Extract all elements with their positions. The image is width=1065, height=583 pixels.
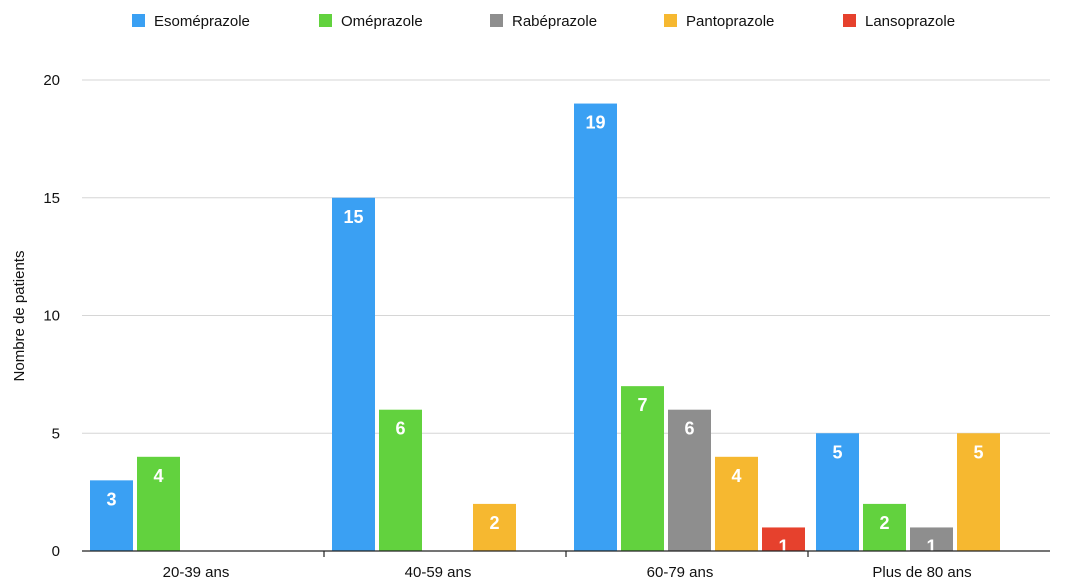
y-tick-label: 10 — [43, 308, 60, 325]
bar-group-60-79-ans: 19 7 6 4 1 — [574, 103, 805, 556]
y-tick-label: 0 — [52, 543, 60, 560]
legend-label: Esoméprazole — [154, 13, 250, 30]
legend-swatch — [843, 14, 856, 27]
data-label: 15 — [343, 207, 363, 227]
y-tick-label: 5 — [52, 425, 60, 442]
legend-swatch — [319, 14, 332, 27]
bar-omeprazole-plus-de-80-ans — [863, 503, 906, 551]
data-label: 4 — [731, 466, 741, 486]
legend-item-esomeprazole: Esoméprazole — [132, 13, 250, 30]
bar-omeprazole-20-39-ans — [137, 456, 180, 551]
x-tick-label: 60-79 ans — [647, 564, 714, 581]
legend-swatch — [664, 14, 677, 27]
y-tick-label: 15 — [43, 190, 60, 207]
bar-esomeprazole-60-79-ans — [574, 103, 617, 552]
data-label: 1 — [926, 536, 936, 556]
bar-omeprazole-60-79-ans — [621, 386, 664, 551]
legend-item-lansoprazole: Lansoprazole — [843, 13, 955, 30]
bar-pantoprazole-60-79-ans — [715, 456, 758, 551]
bar-group-20-39-ans: 34 — [90, 456, 180, 551]
data-label: 6 — [395, 419, 405, 439]
bar-rabeprazole-plus-de-80-ans — [910, 527, 953, 551]
bar-lansoprazole-60-79-ans — [762, 527, 805, 551]
data-label: 1 — [778, 536, 788, 556]
data-label: 7 — [637, 395, 647, 415]
y-axis-ticks: 0 5 10 15 20 — [43, 72, 60, 560]
data-label: 5 — [973, 442, 983, 462]
legend-item-rabeprazole: Rabéprazole — [490, 13, 597, 30]
legend-label: Pantoprazole — [686, 13, 774, 30]
y-axis-title: Nombre de patients — [11, 251, 28, 382]
legend-swatch — [132, 14, 145, 27]
data-label: 3 — [106, 489, 116, 509]
bar-esomeprazole-40-59-ans — [332, 197, 375, 551]
legend-swatch — [490, 14, 503, 27]
bar-esomeprazole-plus-de-80-ans — [816, 433, 859, 551]
bar-group-plus-de-80-ans: 5 2 1 5 — [816, 433, 1000, 556]
data-label: 2 — [879, 513, 889, 533]
x-axis: 20-39 ans 40-59 ans 60-79 ans Plus de 80 an… — [82, 550, 1050, 581]
x-tick-label: 40-59 ans — [405, 564, 472, 581]
data-label: 5 — [832, 442, 842, 462]
legend-label: Lansoprazole — [865, 13, 955, 30]
bar-pantoprazole-40-59-ans — [473, 503, 516, 551]
legend: Esoméprazole Oméprazole Rabéprazole Pantopr… — [132, 13, 955, 30]
data-label: 4 — [153, 466, 163, 486]
data-label: 6 — [684, 419, 694, 439]
data-label: 2 — [489, 513, 499, 533]
legend-label: Oméprazole — [341, 13, 423, 30]
legend-label: Rabéprazole — [512, 13, 597, 30]
bar-esomeprazole-20-39-ans — [90, 480, 133, 551]
bar-pantoprazole-plus-de-80-ans — [957, 433, 1000, 551]
legend-item-pantoprazole: Pantoprazole — [664, 13, 774, 30]
legend-item-omeprazole: Oméprazole — [319, 13, 423, 30]
x-tick-label: Plus de 80 ans — [872, 564, 971, 581]
x-tick-label: 20-39 ans — [163, 564, 230, 581]
bar-rabeprazole-60-79-ans — [668, 409, 711, 551]
y-tick-label: 20 — [43, 72, 60, 89]
data-label: 19 — [585, 113, 605, 133]
bar-omeprazole-40-59-ans — [379, 409, 422, 551]
gridlines — [82, 79, 1050, 434]
